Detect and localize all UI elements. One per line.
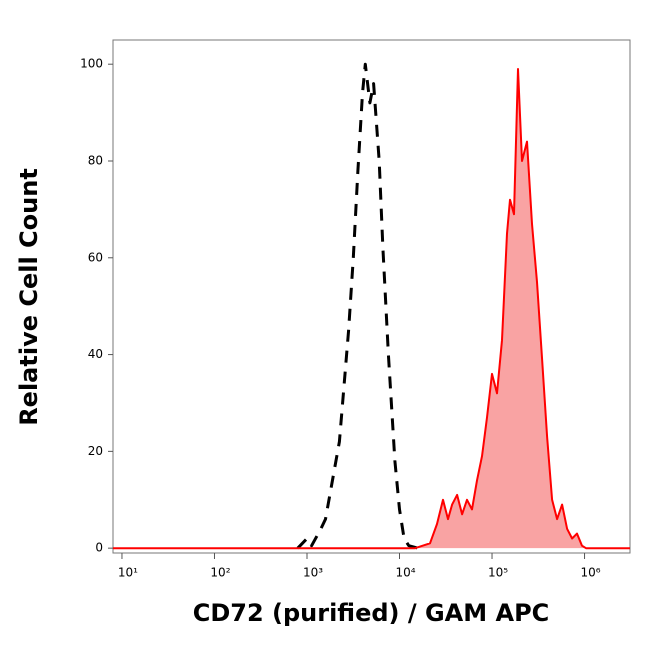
- y-tick-label: 0: [95, 541, 103, 555]
- plot-frame: [112, 39, 631, 554]
- x-tick-label: 10²: [210, 566, 230, 580]
- x-tick-label: 10⁶: [580, 566, 600, 580]
- y-axis-title: Relative Cell Count: [15, 168, 43, 426]
- y-tick-label: 20: [88, 444, 103, 458]
- plot-area: [113, 62, 630, 550]
- y-tick-label: 40: [88, 347, 103, 361]
- histogram-line: [113, 68, 630, 550]
- x-axis-title: CD72 (purified) / GAM APC: [193, 599, 550, 627]
- y-tick-label: 60: [88, 250, 103, 264]
- histogram-line: [296, 62, 419, 550]
- x-tick-label: 10³: [303, 566, 323, 580]
- x-tick-label: 10¹: [118, 566, 138, 580]
- x-tick-label: 10⁵: [488, 566, 508, 580]
- y-tick-label: 100: [80, 57, 103, 71]
- x-tick-label: 10⁴: [395, 566, 415, 580]
- area-fill: [113, 69, 630, 549]
- y-tick-label: 80: [88, 153, 103, 167]
